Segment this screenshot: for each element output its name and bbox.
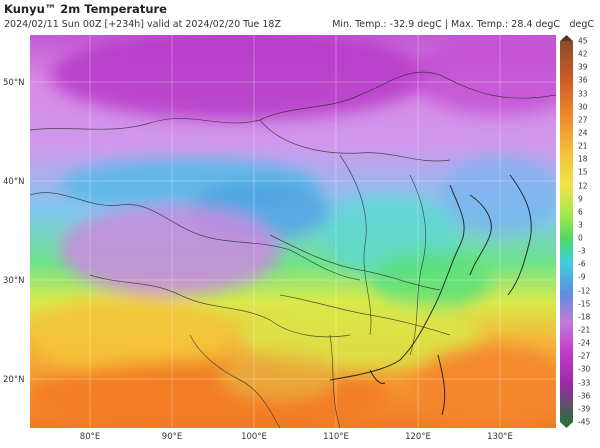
colorbar-tick-label: -30 — [578, 364, 591, 374]
colorbar-tick-label: 18 — [578, 154, 588, 164]
lat-label: 20°N — [3, 375, 25, 385]
boundaries — [30, 71, 556, 428]
lon-label: 80°E — [79, 432, 101, 442]
lat-label: 30°N — [3, 276, 25, 286]
lon-label: 90°E — [161, 432, 183, 442]
min-max-temperature: Min. Temp.: -32.9 degC | Max. Temp.: 28.… — [332, 19, 560, 30]
colorbar — [560, 35, 573, 428]
lon-label: 110°E — [323, 432, 349, 442]
colorbar-tick-label: -3 — [578, 246, 586, 256]
lon-label: 100°E — [241, 432, 267, 442]
colorbar-tick-label: -33 — [578, 378, 591, 388]
colorbar-tick-label: -27 — [578, 351, 591, 361]
colorbar-tick-label: 3 — [578, 220, 583, 230]
colorbar-tick-label: -9 — [578, 272, 586, 282]
colorbar-tick-label: -12 — [578, 286, 591, 296]
colorbar-tick-label: 27 — [578, 115, 588, 125]
colorbar-tick-label: 21 — [578, 141, 588, 151]
colorbar-tick-label: -36 — [578, 391, 591, 401]
colorbar-tick-label: 42 — [578, 49, 588, 59]
lat-label: 50°N — [3, 78, 25, 88]
forecast-validity: 2024/02/11 Sun 00Z [+234h] valid at 2024… — [4, 19, 281, 30]
lat-label: 40°N — [3, 177, 25, 187]
colorbar-tick-label: -24 — [578, 338, 591, 348]
colorbar-tick-label: 36 — [578, 75, 588, 85]
map-title: Kunyu™ 2m Temperature — [4, 2, 167, 16]
colorbar-tick-label: -15 — [578, 299, 591, 309]
temperature-patches — [30, 35, 556, 428]
colorbar-tick-label: -21 — [578, 325, 591, 335]
coastlines — [329, 174, 532, 416]
colorbar-tick-label: 30 — [578, 102, 588, 112]
colorbar-tick-label: 24 — [578, 128, 588, 138]
colorbar-unit: degC — [569, 19, 594, 30]
colorbar-tick-label: 0 — [578, 233, 583, 243]
colorbar-tick-label: -18 — [578, 312, 591, 322]
graticule — [30, 35, 556, 428]
colorbar-tick-label: 45 — [578, 36, 588, 46]
colorbar-tick-label: 6 — [578, 207, 583, 217]
colorbar-tick-label: 15 — [578, 167, 588, 177]
temperature-field — [30, 35, 556, 428]
colorbar-tick-label: 12 — [578, 181, 588, 191]
colorbar-tick-label: 33 — [578, 89, 588, 99]
map-header: Kunyu™ 2m Temperature 2024/02/11 Sun 00Z… — [0, 0, 600, 34]
colorbar-tick-label: -45 — [578, 417, 591, 427]
temperature-map — [30, 35, 556, 428]
lon-label: 120°E — [405, 432, 431, 442]
colorbar-tick-label: -6 — [578, 259, 586, 269]
colorbar-tick-label: -39 — [578, 404, 591, 414]
colorbar-tick-label: 9 — [578, 194, 583, 204]
colorbar-tick-label: 39 — [578, 62, 588, 72]
lon-label: 130°E — [487, 432, 513, 442]
